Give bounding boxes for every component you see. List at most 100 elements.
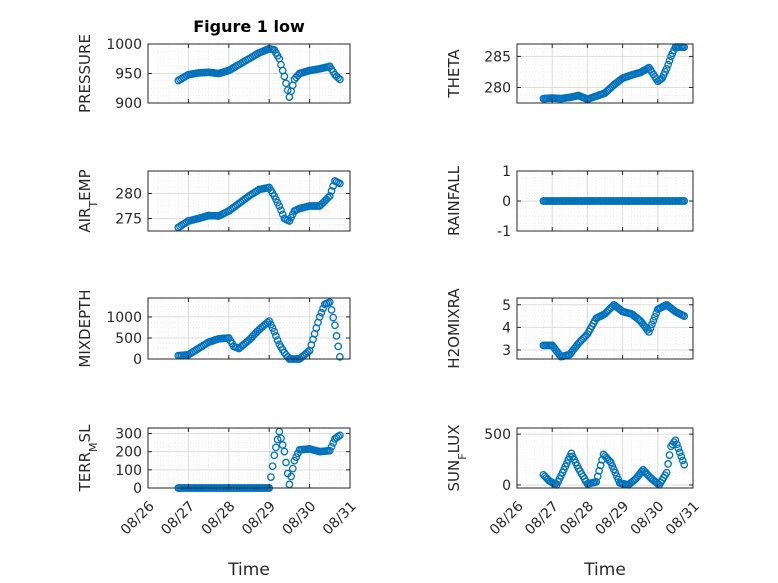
sun-flux-data-point [675, 448, 684, 457]
mixdepth-y-tick-label: 1000 [106, 310, 142, 326]
terr-msl-data-point [270, 451, 279, 460]
terr-msl-data-point [327, 442, 336, 451]
sun-flux-y-axis-label: SUNFLUX [445, 425, 469, 492]
terr-msl-panel: 0 100 200 300 08/26 08/27 08/28 08/29 08/30 08/31… [76, 424, 360, 580]
terr-msl-data-point [334, 432, 343, 441]
theta-data-point [664, 60, 672, 69]
terr-msl-data-point [325, 446, 334, 455]
mixdepth-data-point [268, 324, 277, 332]
rainfall-panel: -1 0 1 RAINFALL [445, 164, 694, 240]
h2omixra-y-tick-label: 4 [502, 320, 511, 336]
sun-flux-data-point [680, 460, 689, 469]
theta-y-tick-label: 280 [484, 80, 511, 96]
rainfall-y-tick-label: -1 [497, 224, 511, 240]
mixdepth-axes-box [147, 297, 351, 360]
terr-msl-x-tick-label: 08/30 [280, 498, 320, 538]
terr-msl-data-point [290, 456, 299, 465]
rainfall-y-tick-label: 1 [502, 164, 511, 180]
terr-msl-data-point [336, 431, 344, 440]
terr-msl-y-axis-label: TERRMSL [76, 424, 100, 493]
sun-flux-x-tick-label: 08/30 [628, 498, 668, 538]
mixdepth-data-point [331, 321, 339, 330]
air-temp-data-point [336, 179, 344, 188]
theta-panel: 280 285 THETA [445, 43, 694, 104]
terr-msl-data-point [268, 462, 277, 471]
air-temp-data-point [275, 202, 284, 210]
h2omixra-data-point [649, 316, 658, 325]
h2omixra-data-point [651, 312, 659, 321]
terr-msl-x-tick-label: 08/29 [239, 498, 279, 538]
air-temp-y-tick-label: 280 [115, 187, 142, 203]
mixdepth-y-axis-label: MIXDEPTH [76, 289, 94, 367]
terr-msl-y-tick-label: 200 [115, 445, 142, 461]
h2omixra-data-point [646, 324, 655, 332]
air-temp-data-point [325, 192, 334, 200]
h2omixra-data-point [648, 320, 656, 329]
pressure-data-point [280, 72, 289, 81]
sun-flux-data-point [677, 452, 686, 461]
mixdepth-y-tick-label: 0 [133, 352, 142, 368]
theta-series [539, 43, 689, 104]
h2omixra-series [539, 300, 689, 361]
mixdepth-data-point [329, 313, 338, 322]
terr-msl-y-tick-label: 100 [115, 463, 142, 479]
sun-flux-data-point [664, 460, 672, 468]
h2omixra-axes-box [516, 297, 694, 360]
sun-flux-data-point [673, 440, 681, 449]
chart-title: Figure 1 low [193, 17, 305, 36]
sun-flux-y-tick-label: 0 [502, 478, 511, 494]
air-temp-data-point [324, 193, 332, 202]
terr-msl-x-tick-label: 08/28 [199, 498, 239, 538]
theta-y-tick-label: 285 [484, 49, 511, 65]
pressure-y-axis-label: PRESSURE [76, 34, 94, 113]
mixdepth-data-point [325, 298, 334, 307]
air-temp-axes-box [147, 170, 351, 232]
sun-flux-data-point [678, 456, 687, 465]
air-temp-data-point [277, 206, 285, 215]
sun-flux-axes-box [516, 427, 694, 489]
rainfall-y-axis-label: RAINFALL [445, 165, 463, 236]
mixdepth-data-point [317, 308, 326, 317]
mixdepth-panel: 0 500 1000 MIXDEPTH [76, 289, 351, 368]
theta-data-point [662, 64, 671, 73]
theta-data-point [665, 56, 674, 65]
sun-flux-y-tick-label: 500 [484, 427, 511, 443]
terr-msl-data-point [273, 435, 282, 444]
sun-flux-data-point [637, 467, 646, 476]
mixdepth-data-point [270, 327, 279, 336]
air-temp-series [174, 177, 344, 232]
terr-msl-data-point [287, 472, 295, 481]
rainfall-y-tick-label: 0 [502, 194, 511, 210]
h2omixra-y-tick-label: 5 [502, 298, 511, 314]
terr-msl-x-tick-label: 08/27 [158, 498, 198, 538]
terr-msl-y-tick-label: 0 [133, 481, 142, 497]
terr-msl-data-point [288, 464, 297, 473]
air-temp-data-point [327, 187, 336, 195]
sun-flux-x-axis-label: Time [583, 560, 626, 580]
sun-flux-x-tick-label: 08/26 [487, 498, 527, 538]
mixdepth-data-point [304, 348, 312, 356]
theta-axes-box [516, 43, 694, 104]
sun-flux-x-tick-label: 08/29 [593, 498, 633, 538]
terr-msl-data-point [292, 453, 300, 461]
terr-msl-data-point [272, 443, 280, 452]
terr-msl-y-tick-label: 300 [115, 426, 142, 442]
mixdepth-data-point [332, 332, 341, 340]
terr-msl-grid [147, 428, 351, 489]
h2omixra-data-point [680, 312, 689, 320]
rainfall-data-point [680, 197, 689, 205]
mixdepth-data-point [334, 342, 343, 351]
pressure-y-tick-label: 900 [115, 96, 142, 112]
terr-msl-data-point [277, 434, 285, 443]
pressure-panel: 900 950 1000 PRESSURE Figure 1 low [76, 17, 351, 113]
pressure-y-tick-label: 950 [115, 67, 142, 83]
sun-flux-data-point [662, 468, 671, 477]
h2omixra-y-axis-label: H2OMIXRA [445, 288, 463, 369]
mixdepth-data-point [327, 306, 336, 314]
sun-flux-data-point [671, 436, 680, 445]
terr-msl-data-point [267, 473, 275, 481]
sun-flux-x-tick-label: 08/27 [522, 498, 562, 538]
h2omixra-data-point [645, 328, 653, 336]
